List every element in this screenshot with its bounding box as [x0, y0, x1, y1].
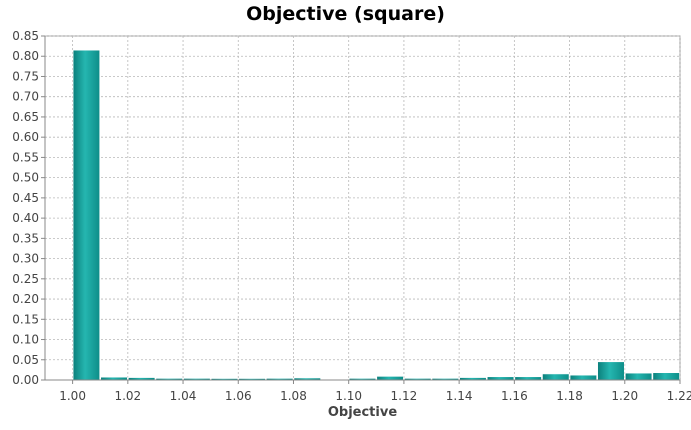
y-tick-label: 0.80 [12, 49, 39, 63]
plot-area [44, 35, 681, 381]
y-tick-label: 0.60 [12, 130, 39, 144]
histogram-bar [72, 49, 101, 381]
x-tick-label: 1.10 [335, 389, 362, 403]
y-tick-label: 0.25 [12, 272, 39, 286]
x-tick-label: 1.20 [611, 389, 638, 403]
x-tick-label: 1.04 [170, 389, 197, 403]
x-tick-label: 1.02 [114, 389, 141, 403]
y-tick-label: 0.75 [12, 69, 39, 83]
y-tick-label: 0.65 [12, 110, 39, 124]
x-tick-label: 1.16 [501, 389, 528, 403]
histogram-bar [569, 374, 597, 381]
y-tick-label: 0.15 [12, 312, 39, 326]
y-tick-label: 0.30 [12, 252, 39, 266]
x-axis-label: Objective [327, 405, 398, 420]
grid-lines [45, 35, 681, 381]
x-tick-label: 1.22 [667, 389, 691, 403]
y-tick-label: 0.00 [12, 373, 39, 387]
histogram-bar [376, 376, 404, 381]
histogram-bar [597, 361, 625, 381]
y-tick-label: 0.10 [12, 333, 39, 347]
y-tick-label: 0.55 [12, 150, 39, 164]
histogram-bar [652, 372, 680, 381]
chart-title: Objective (square) [246, 3, 445, 25]
histogram-bar [542, 373, 570, 381]
x-tick-label: 1.14 [446, 389, 473, 403]
x-tick-label: 1.12 [391, 389, 418, 403]
x-tick-label: 1.08 [280, 389, 307, 403]
y-tick-label: 0.85 [12, 29, 39, 43]
y-tick-label: 0.35 [12, 231, 39, 245]
y-tick-label: 0.20 [12, 292, 39, 306]
y-tick-label: 0.05 [12, 353, 39, 367]
x-tick-label: 1.18 [556, 389, 583, 403]
y-tick-label: 0.45 [12, 191, 39, 205]
x-tick-label: 1.00 [59, 389, 86, 403]
y-tick-label: 0.70 [12, 90, 39, 104]
axes: 0.00 0.05 0.10 0.15 0.20 0.25 0.30 0.35 0.40 0.45… [12, 29, 691, 403]
histogram-bar [624, 372, 653, 381]
bars [72, 49, 680, 381]
x-tick-label: 1.06 [225, 389, 252, 403]
y-tick-label: 0.40 [12, 211, 39, 225]
y-tick-label: 0.50 [12, 171, 39, 185]
